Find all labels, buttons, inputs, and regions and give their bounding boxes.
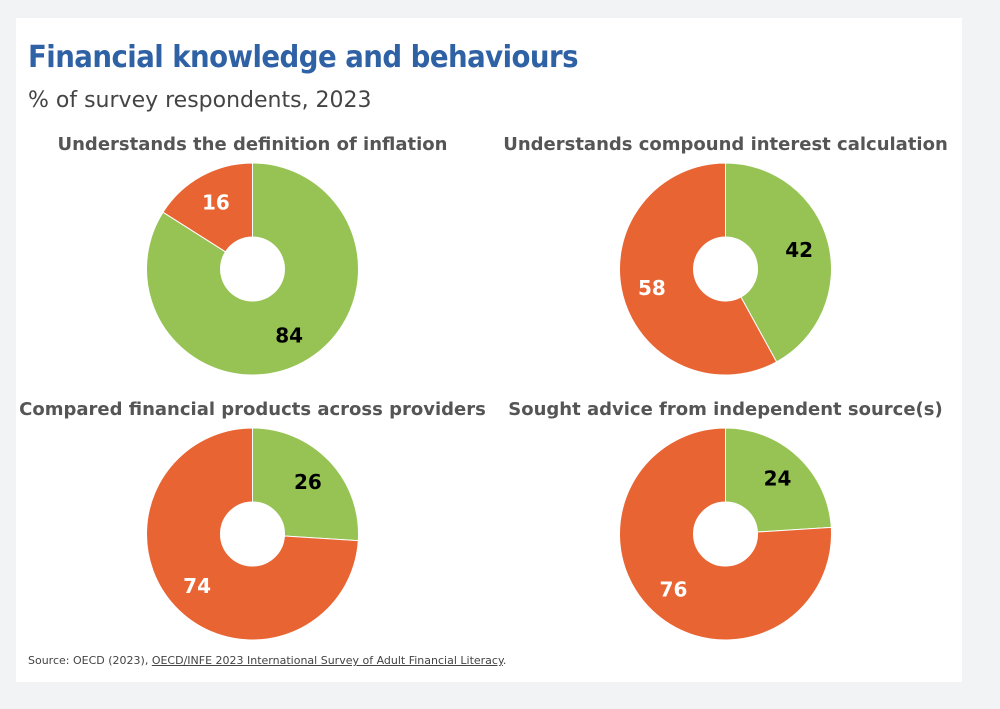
donut-slice-yes: [725, 162, 832, 363]
donut-chart-compared-products: 26 74: [146, 427, 359, 641]
donut-panel-inflation: Understands the definition of inflation …: [16, 134, 489, 394]
donut-label-yes: 24: [764, 467, 792, 491]
donut-label-yes: 84: [275, 324, 303, 348]
donut-label-no: 74: [183, 574, 211, 598]
donut-chart-compound-interest: 42 58: [619, 162, 832, 376]
donut-title-inflation: Understands the definition of inflation: [57, 134, 448, 155]
donut-slice-yes: [725, 427, 832, 533]
donut-chart-inflation: 84 16: [146, 162, 359, 376]
donut-panel-compound-interest: Understands compound interest calculatio…: [489, 134, 962, 394]
chart-card: Financial knowledge and behaviours % of …: [16, 18, 962, 682]
chart-title: Financial knowledge and behaviours: [28, 40, 579, 75]
donut-label-no: 58: [638, 276, 666, 300]
source-prefix: Source: OECD (2023),: [28, 654, 152, 667]
donut-chart-sought-advice: 24 76: [619, 427, 832, 641]
donut-slice-no: [146, 427, 359, 641]
source-note: Source: OECD (2023), OECD/INFE 2023 Inte…: [28, 654, 506, 667]
source-suffix: .: [502, 654, 507, 667]
donut-slice-no: [619, 162, 778, 376]
donut-slice-no: [619, 427, 832, 641]
chart-subtitle: % of survey respondents, 2023: [28, 88, 372, 113]
donut-slice-yes: [146, 162, 359, 376]
source-link[interactable]: OECD/INFE 2023 International Survey of A…: [151, 654, 503, 667]
donut-panel-sought-advice: Sought advice from independent source(s)…: [489, 399, 962, 659]
donut-label-no: 16: [202, 190, 230, 214]
donut-label-no: 76: [660, 577, 688, 601]
donut-title-compound-interest: Understands compound interest calculatio…: [503, 134, 948, 155]
donut-panel-compared-products: Compared financial products across provi…: [16, 399, 489, 659]
donut-slice-no: [162, 162, 253, 253]
donut-label-yes: 26: [294, 470, 322, 494]
donut-title-sought-advice: Sought advice from independent source(s): [508, 399, 943, 420]
donut-label-yes: 42: [785, 238, 813, 262]
donut-title-compared-products: Compared financial products across provi…: [19, 399, 486, 420]
donut-slice-yes: [252, 427, 359, 542]
